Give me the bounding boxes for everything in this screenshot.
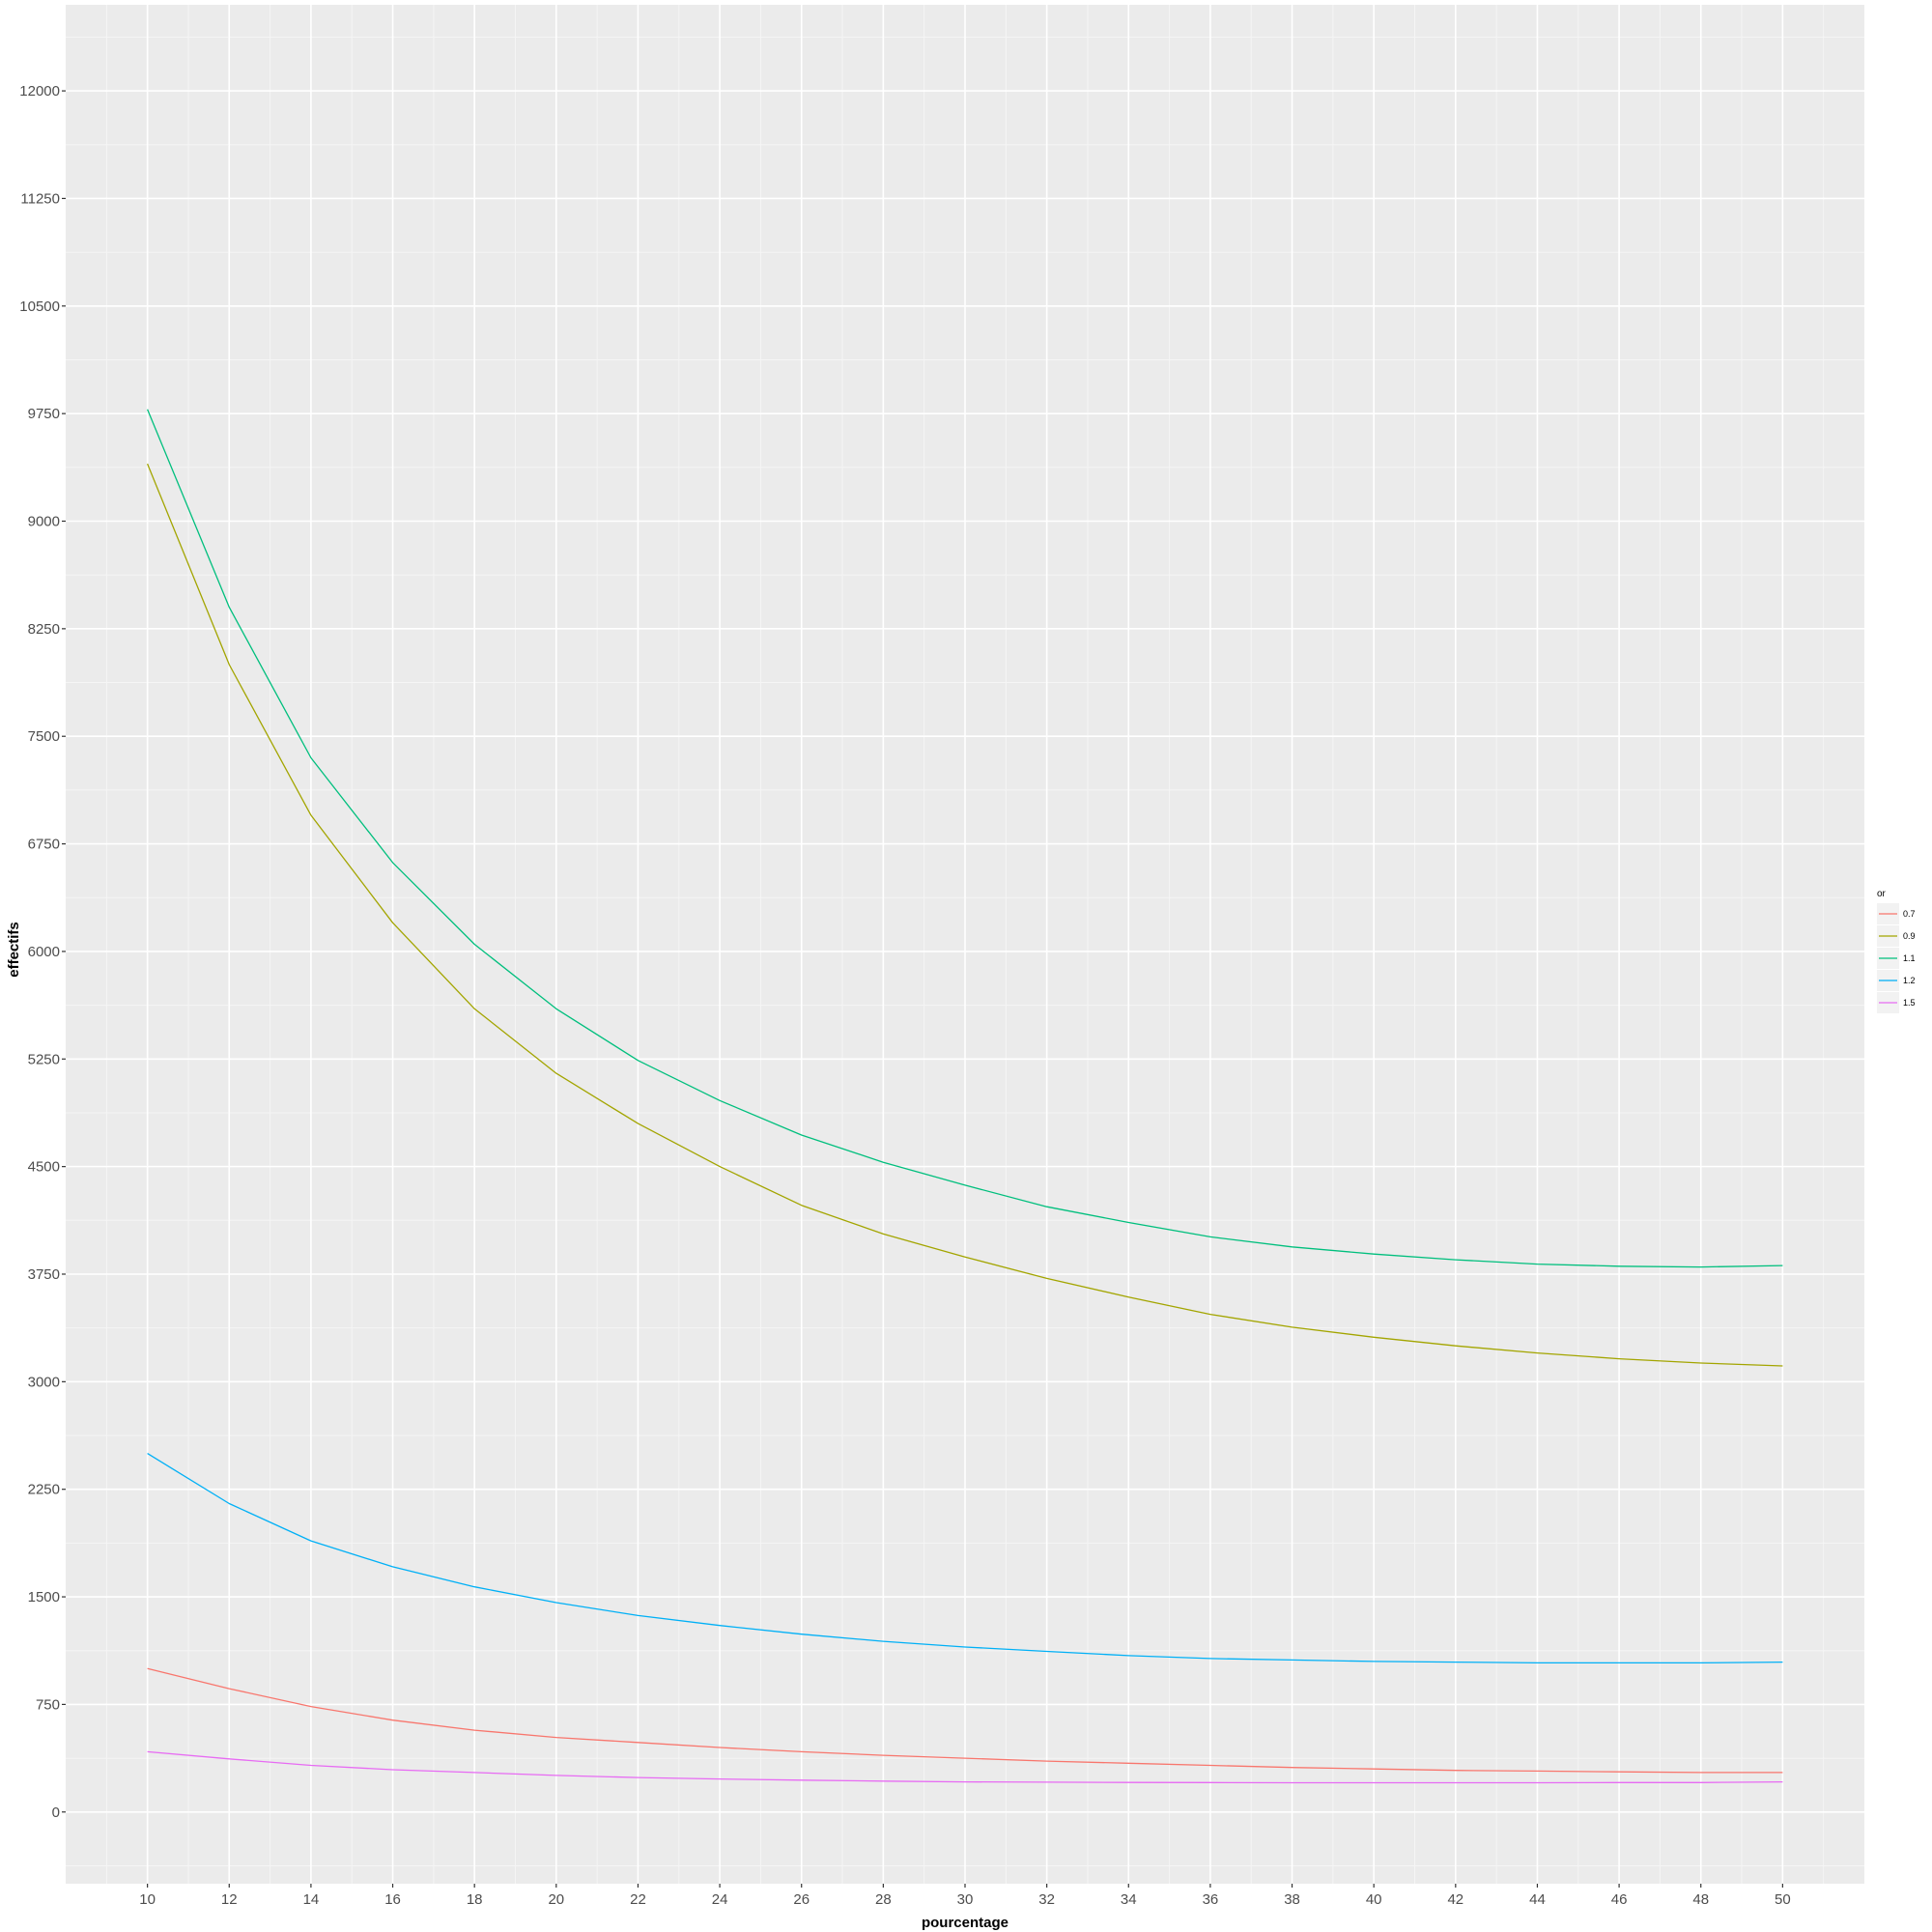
x-tick-label: 40 bbox=[1366, 1891, 1382, 1908]
x-tick-label: 22 bbox=[630, 1891, 646, 1908]
y-axis-title: effectifs bbox=[6, 922, 22, 978]
y-tick-label: 2250 bbox=[28, 1482, 60, 1498]
y-tick-label: 3750 bbox=[28, 1266, 60, 1283]
x-tick-label: 10 bbox=[139, 1891, 156, 1908]
x-tick-label: 18 bbox=[467, 1891, 483, 1908]
y-tick-label: 7500 bbox=[28, 728, 60, 745]
legend-label: 0.7 bbox=[1903, 909, 1916, 919]
x-tick-label: 48 bbox=[1692, 1891, 1709, 1908]
y-tick-label: 9750 bbox=[28, 406, 60, 422]
y-axis: 0 750 1500 2250 3000 3750 4500 5250 6000 6750 7500… bbox=[19, 83, 66, 1821]
y-tick-label: 10500 bbox=[19, 298, 60, 315]
series-line-1-5 bbox=[147, 1750, 1783, 1784]
x-tick-label: 30 bbox=[957, 1891, 974, 1908]
y-tick-label: 9000 bbox=[28, 514, 60, 530]
y-tick-label: 6750 bbox=[28, 837, 60, 853]
legend-label: 1.5 bbox=[1903, 998, 1916, 1008]
x-tick-label: 36 bbox=[1203, 1891, 1219, 1908]
x-tick-label: 34 bbox=[1121, 1891, 1137, 1908]
y-tick-label: 4500 bbox=[28, 1159, 60, 1176]
y-tick-label: 6000 bbox=[28, 944, 60, 960]
y-tick-label: 0 bbox=[52, 1804, 60, 1821]
x-tick-label: 46 bbox=[1611, 1891, 1628, 1908]
x-tick-label: 12 bbox=[221, 1891, 238, 1908]
x-axis: 10 12 14 16 18 20 22 24 26 28 30 32 34 36 38 40 42 44 46 48… bbox=[139, 1884, 1791, 1908]
y-tick-label: 5250 bbox=[28, 1051, 60, 1067]
x-tick-label: 42 bbox=[1447, 1891, 1463, 1908]
y-tick-label: 8250 bbox=[28, 621, 60, 638]
x-axis-title: pourcentage bbox=[922, 1915, 1009, 1931]
minor-gridlines bbox=[66, 5, 1864, 1884]
x-tick-label: 50 bbox=[1775, 1891, 1791, 1908]
y-tick-label: 12000 bbox=[19, 83, 60, 99]
series-line-1-1 bbox=[146, 409, 1783, 1268]
y-tick-label: 1500 bbox=[28, 1589, 60, 1605]
series-line-0-9 bbox=[146, 463, 1783, 1367]
legend: or 0.7 0.9 1.1 1.2 1.5 bbox=[1877, 889, 1916, 1013]
y-tick-label: 3000 bbox=[28, 1374, 60, 1390]
major-gridlines bbox=[66, 5, 1864, 1884]
x-tick-label: 28 bbox=[875, 1891, 892, 1908]
legend-label: 1.2 bbox=[1903, 976, 1916, 985]
legend-title: or bbox=[1877, 889, 1887, 899]
x-tick-label: 20 bbox=[548, 1891, 564, 1908]
y-tick-label: 750 bbox=[36, 1696, 60, 1713]
x-tick-label: 32 bbox=[1038, 1891, 1055, 1908]
x-tick-label: 16 bbox=[384, 1891, 401, 1908]
x-tick-label: 44 bbox=[1529, 1891, 1546, 1908]
x-tick-label: 14 bbox=[303, 1891, 320, 1908]
legend-label: 0.9 bbox=[1903, 931, 1916, 941]
series-line-1-2 bbox=[147, 1453, 1783, 1664]
x-tick-label: 26 bbox=[793, 1891, 810, 1908]
legend-label: 1.1 bbox=[1903, 953, 1916, 963]
x-tick-label: 38 bbox=[1284, 1891, 1300, 1908]
x-tick-label: 24 bbox=[712, 1891, 728, 1908]
series-line-0-7 bbox=[147, 1667, 1783, 1774]
y-tick-label: 11250 bbox=[20, 190, 60, 207]
series-lines bbox=[146, 409, 1783, 1784]
